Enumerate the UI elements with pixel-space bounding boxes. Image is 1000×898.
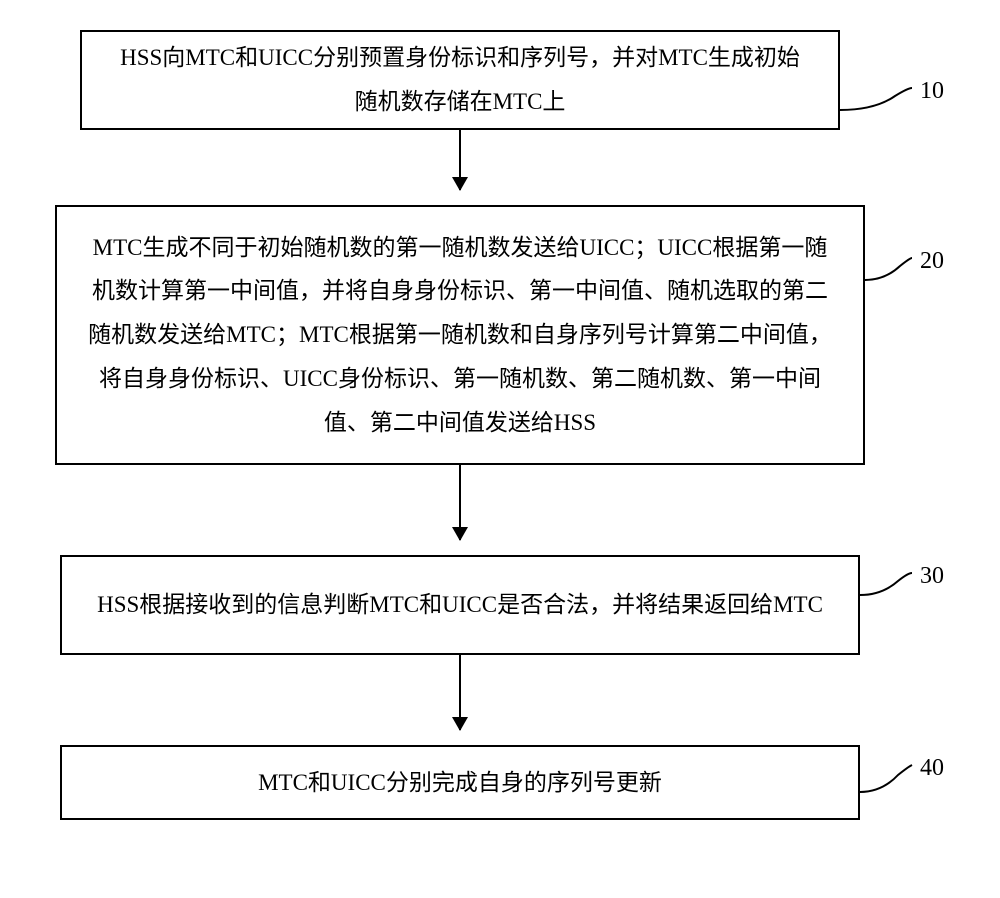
connector-2 — [865, 248, 925, 293]
label-40: 40 — [920, 755, 944, 782]
arrow-2-to-3 — [459, 465, 461, 540]
box-3-text: HSS根据接收到的信息判断MTC和UICC是否合法，并将结果返回给MTC — [97, 583, 823, 627]
label-10: 10 — [920, 78, 944, 105]
flowchart-box-4: MTC和UICC分别完成自身的序列号更新 — [60, 745, 860, 820]
flowchart-container: HSS向MTC和UICC分别预置身份标识和序列号，并对MTC生成初始随机数存储在… — [0, 0, 1000, 898]
label-30: 30 — [920, 563, 944, 590]
arrow-3-to-4 — [459, 655, 461, 730]
flowchart-box-2: MTC生成不同于初始随机数的第一随机数发送给UICC；UICC根据第一随机数计算… — [55, 205, 865, 465]
connector-4 — [860, 755, 920, 800]
connector-3 — [860, 563, 920, 608]
connector-1 — [840, 78, 920, 123]
label-20: 20 — [920, 248, 944, 275]
box-2-text: MTC生成不同于初始随机数的第一随机数发送给UICC；UICC根据第一随机数计算… — [87, 226, 833, 444]
box-1-text: HSS向MTC和UICC分别预置身份标识和序列号，并对MTC生成初始随机数存储在… — [112, 36, 808, 123]
flowchart-box-1: HSS向MTC和UICC分别预置身份标识和序列号，并对MTC生成初始随机数存储在… — [80, 30, 840, 130]
flowchart-box-3: HSS根据接收到的信息判断MTC和UICC是否合法，并将结果返回给MTC — [60, 555, 860, 655]
arrow-1-to-2 — [459, 130, 461, 190]
box-4-text: MTC和UICC分别完成自身的序列号更新 — [258, 761, 662, 805]
